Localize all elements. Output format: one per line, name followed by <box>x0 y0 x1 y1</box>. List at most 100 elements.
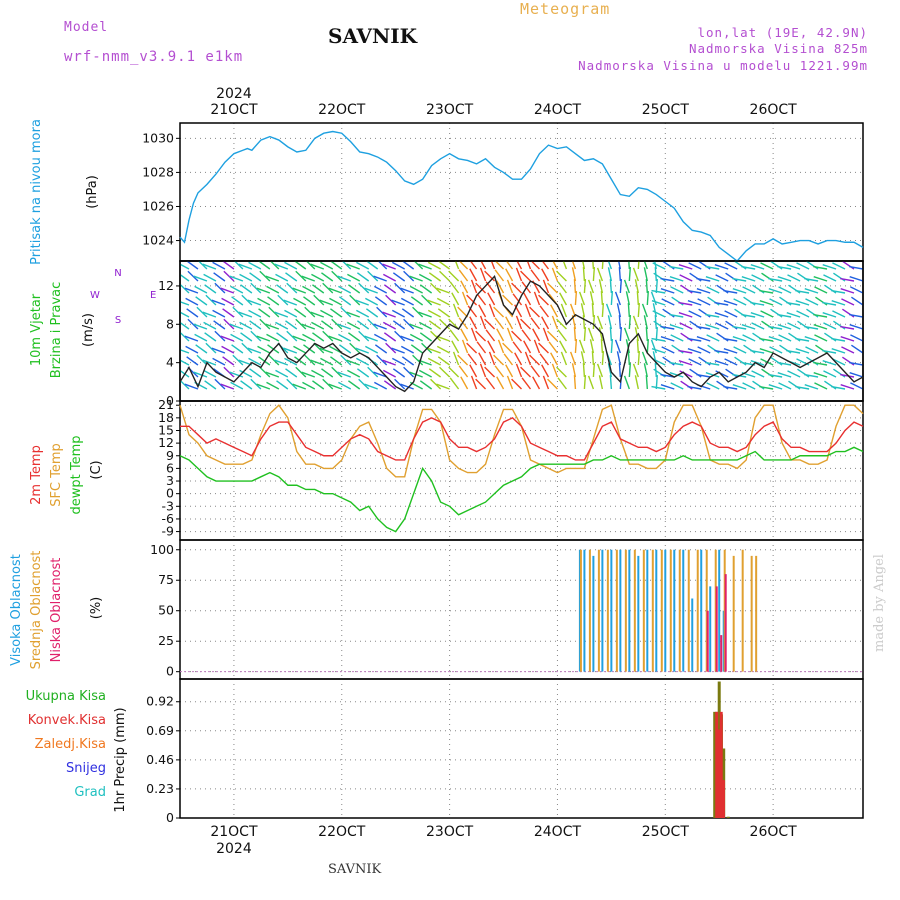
wind-arrow <box>787 274 801 282</box>
wind-arrow <box>822 349 837 354</box>
wind-arrow <box>484 366 496 378</box>
y-tick-label: 6 <box>166 460 174 475</box>
wind-arrow <box>427 261 441 270</box>
temp-2m-axis-label: 2m Temp <box>29 445 44 505</box>
wind-arrow <box>268 306 280 318</box>
wind-arrow <box>723 300 738 306</box>
wind-arrow <box>512 293 523 306</box>
wind-arrow <box>616 303 622 318</box>
wind-arrow <box>250 282 262 294</box>
wind-arrow <box>418 263 432 270</box>
wind-arrow <box>430 282 442 294</box>
wind-arrow <box>750 312 765 318</box>
wind-arrow <box>506 375 514 390</box>
compass-south: S <box>115 315 121 326</box>
low-cloud-axis-label: Niska Oblacnost <box>49 558 64 663</box>
wind-arrow <box>678 349 693 354</box>
wind-arrow <box>418 321 432 330</box>
wind-arrow <box>410 296 424 306</box>
wind-arrow <box>436 287 450 294</box>
wind-arrow <box>358 330 370 342</box>
wind-arrow <box>365 261 379 270</box>
wind-arrow <box>355 347 369 354</box>
wind-arrow <box>341 261 352 270</box>
wind-arrow <box>274 311 289 318</box>
wind-arrow <box>284 309 298 318</box>
wind-arrow <box>312 380 325 390</box>
wind-arrow <box>436 383 450 390</box>
wind-arrow <box>559 340 568 354</box>
wind-arrow <box>496 280 505 294</box>
wind-arrow <box>421 294 433 306</box>
wind-arrow <box>813 313 828 318</box>
wind-arrow <box>669 265 684 270</box>
wind-arrow <box>542 327 550 342</box>
wind-arrow <box>331 270 343 282</box>
wind-arrow <box>439 270 451 282</box>
wind-arrow <box>214 330 226 342</box>
wind-arrow <box>303 296 316 306</box>
wind-arrow <box>475 282 487 294</box>
wind-arrow <box>601 261 604 270</box>
wind-arrow <box>557 329 567 342</box>
wind-arrow <box>822 312 837 318</box>
wind-arrow <box>230 285 244 294</box>
wind-arrow <box>627 350 631 366</box>
y-tick-label: 8 <box>166 316 174 331</box>
sfc-temp-axis-label: SFC Temp <box>49 443 64 507</box>
wind-arrow <box>804 277 819 282</box>
wind-arrow <box>322 378 334 390</box>
wind-arrow <box>786 349 801 354</box>
wind-arrow <box>436 345 450 354</box>
wind-arrow <box>211 299 226 306</box>
wind-arrow <box>374 296 388 306</box>
wind-arrow <box>573 374 577 390</box>
wind-arrow <box>180 263 190 270</box>
wind-arrow <box>643 261 648 270</box>
wind-arrow <box>330 261 343 270</box>
wind-arrow <box>460 376 469 390</box>
wind-arrow <box>841 346 855 354</box>
wind-arrow <box>469 261 478 270</box>
wind-arrow <box>496 376 505 390</box>
wind-arrow <box>249 368 262 378</box>
wind-arrow <box>203 369 217 378</box>
wind-arrow <box>203 321 217 330</box>
wind-arrow <box>383 332 397 342</box>
total-precip-bar <box>726 816 730 818</box>
wind-arrow <box>193 323 208 330</box>
wind-arrow <box>356 272 370 282</box>
wind-arrow <box>222 261 235 270</box>
legend-graupel: Grad <box>74 785 106 800</box>
wind-arrow <box>571 267 577 282</box>
wind-arrow <box>556 270 567 282</box>
wind-arrow <box>391 261 405 270</box>
wind-arrow <box>212 309 226 318</box>
wind-arrow <box>256 383 271 390</box>
wind-arrow <box>448 366 460 378</box>
wind-arrow <box>400 287 414 294</box>
wind-arrow <box>451 340 460 354</box>
wind-arrow <box>265 371 280 378</box>
wind-arrow <box>714 301 729 306</box>
wind-arrow <box>610 290 614 306</box>
wind-arrow <box>319 299 334 306</box>
wind-arrow <box>240 332 253 342</box>
wind-arrow <box>787 322 801 330</box>
wind-arrow <box>239 321 253 330</box>
wind-arrow <box>392 320 406 330</box>
wind-arrow <box>777 265 792 270</box>
y-tick-label: -9 <box>162 524 175 539</box>
wind-arrow <box>286 330 298 342</box>
wind-arrow <box>265 323 280 330</box>
wind-arrow <box>284 357 298 366</box>
wind-arrow <box>349 342 361 354</box>
wind-arrow <box>427 309 441 318</box>
wind-arrow <box>419 380 433 390</box>
wind-arrow <box>347 273 361 282</box>
wind-arrow <box>628 266 632 282</box>
wind-arrow <box>511 282 522 294</box>
legend-total-rain: Ukupna Kisa <box>26 689 106 704</box>
wind-arrow <box>400 383 414 390</box>
wind-arrow <box>337 371 351 378</box>
